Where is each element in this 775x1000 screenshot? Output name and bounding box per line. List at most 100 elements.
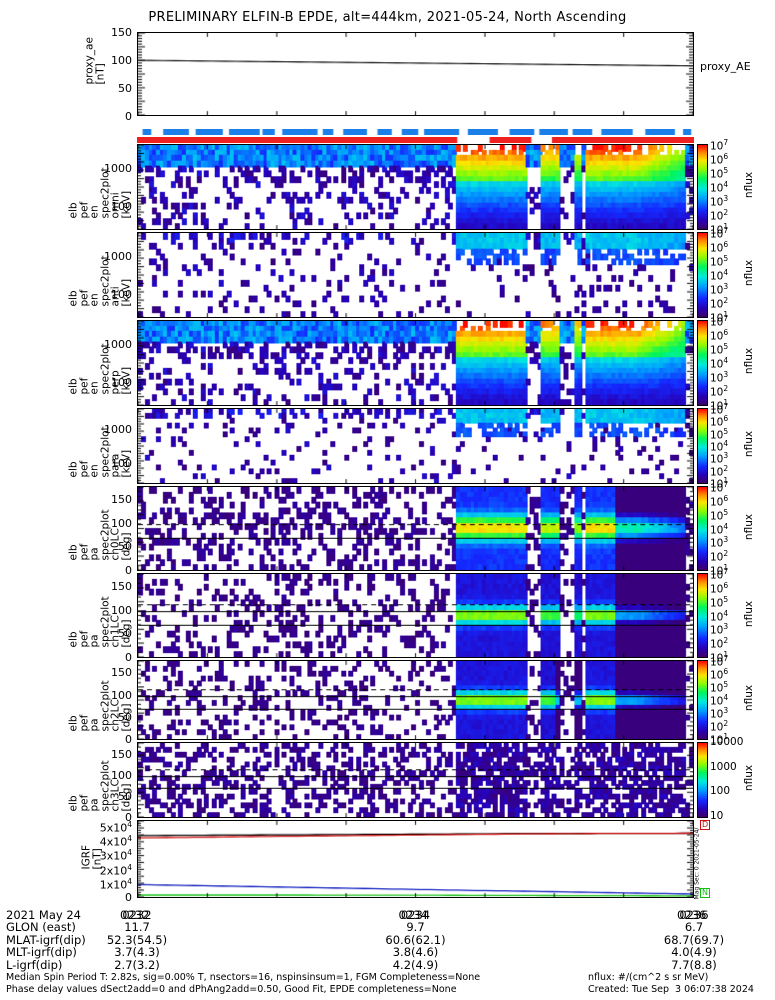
ytick-label: 150 [111,747,132,761]
footer-line: Phase delay values dSect2add=0 and dPhAn… [6,983,457,995]
colorbar-tick-label: 106 [710,328,729,343]
ytick-label: 150 [111,666,132,680]
ytick-proxy-50: 50 [118,82,132,95]
colorbar-tick-label: 102 [710,636,729,651]
colorbar-tick-label: 104 [710,439,729,454]
ytick-label-igrf: 3x104 [99,848,132,864]
colorbar-tick-label: 104 [710,608,729,624]
panel-ch2lc [137,660,694,740]
ytick-label: 50 [118,710,132,724]
ytick-label: 100 [111,516,132,530]
colorbar-tick-label: 106 [710,240,729,255]
spectrogram-canvas [138,145,693,229]
colorbar-tick-label: 107 [710,654,729,669]
spectrogram-canvas [138,574,693,657]
ytick-label-igrf: 2x104 [99,862,132,878]
colorbar-ch1lc [697,573,708,658]
colorbar-tick-label: 101 [710,563,729,578]
spectrogram-canvas [138,321,693,405]
colorbar-tick-label: 105 [710,680,729,695]
ytick-proxy-150: 150 [111,26,132,39]
colorbar-axis-label: nflux [743,347,756,375]
ytick-label-igrf: 4x104 [99,834,132,849]
ephemeris-value: 7.7(8.8) [671,957,717,972]
ytick-label: 150 [111,493,132,507]
ytick-label: 150 [111,580,132,594]
ephemeris-value: 68.7(69.7) [663,932,725,947]
colorbar-tick-label: 107 [710,567,729,582]
colorbar-tick-label: 10 [710,810,724,822]
ytick-label: 1000 [104,337,132,351]
colorbar-tick-label: 107 [710,402,729,417]
ephemeris-value: 0234 [400,908,431,922]
colorbar-tick-label: 102 [710,719,729,734]
igrf-marker: D [700,820,711,830]
ephemeris-value: 0232 [122,908,152,922]
ephemeris-row-label: MLT-igrf(dip) [6,945,77,960]
ephemeris-value: 9.7 [406,920,425,935]
ytick-label-igrf: 5x104 [99,820,132,835]
ytick-label-igrf: 1x104 [99,876,132,892]
colorbar-tick-label: 103 [710,282,729,297]
colorbar-tick-label: 104 [710,268,729,283]
colorbar-tick-label: 106 [710,580,729,596]
ytick-label-igrf: 0 [125,891,132,904]
colorbar-tick-label: 101 [710,398,729,413]
colorbar-tick-label: 104 [710,180,729,195]
colorbar-axis-label: nflux [743,764,756,792]
colorbar-tick-label: 10000 [710,736,744,748]
ephemeris-value: 2.7(3.2) [114,957,160,972]
colorbar-tick-label: 105 [710,342,729,357]
ytick-label: 100 [111,200,132,214]
footer-right-text: nflux: #/(cm^2 s sr MeV) Created: Tue Sep… [588,972,754,995]
colorbar-tick-label: 102 [710,384,729,399]
spectrogram-canvas [138,743,693,817]
colorbar-ch3lc [697,742,708,818]
panel-perp [137,320,694,406]
panel-omni [137,144,694,230]
colorbar-tick-label: 104 [710,693,729,708]
colorbar-tick-label: 105 [710,426,729,442]
colorbar-ch2lc [697,660,708,740]
footer-line: Median Spin Period T: 2.82s, sig=0.00% T… [6,972,481,983]
colorbar-axis-label: nflux [743,513,756,540]
ytick-label: 0 [125,651,132,664]
colorbar-tick-label: 104 [710,521,729,537]
ephemeris-value: 4.2(4.9) [392,957,439,972]
ytick-label: 1000 [104,422,132,436]
colorbar-tick-label: 103 [710,622,729,637]
ytick-label: 50 [118,627,132,641]
spectrogram-canvas [138,233,693,317]
ephemeris-row-label: 2021 May 24 [6,908,81,922]
ytick-label: 1000 [104,249,132,263]
colorbar-tick-label: 102 [710,208,729,223]
colorbar-tick-label: 107 [710,480,729,495]
colorbar-tick-label: 103 [710,370,729,385]
panel-para [137,408,694,484]
colorbar-tick-label: 106 [710,152,729,167]
spectrogram-canvas [138,661,693,739]
status-bar-science-zone [137,120,694,135]
colorbar-tick-label: 101 [710,476,729,491]
panel-proxy-ae [137,32,694,116]
status-bar-epde-collection [137,136,694,151]
ytick-proxy-0: 0 [125,110,132,123]
colorbar-axis-label: nflux [743,259,756,287]
colorbar-ch0lc [697,486,708,571]
colorbar-omni [697,144,708,230]
ephemeris-value: 60.6(62.1) [385,932,446,947]
ytick-label: 100 [111,603,132,617]
panel-igrf [137,820,694,898]
colorbar-tick-label: 105 [710,254,729,269]
panel-ch3lc [137,742,694,818]
colorbar-tick-label: 105 [710,166,729,181]
colorbar-tick-label: 106 [710,493,729,509]
footer-left-text: Median Spin Period T: 2.82s, sig=0.00% T… [6,972,480,995]
ytick-proxy-100: 100 [111,54,132,67]
ephemeris-value: 4.0(4.9) [671,945,717,960]
colorbar-axis-label: nflux [743,600,756,627]
ytick-label: 1000 [104,161,132,175]
ephemeris-value: 6.7 [684,920,704,935]
igrf-marker: N [700,888,710,898]
colorbar-tick-label: 106 [710,667,729,682]
